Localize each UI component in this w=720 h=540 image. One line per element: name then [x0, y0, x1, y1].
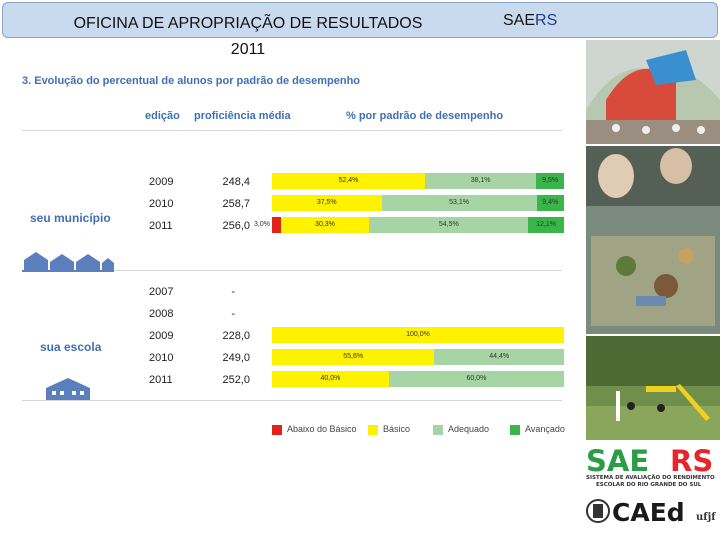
saers-logo: SAE RS SISTEMA DE AVALIAÇÃO DO RENDIMENT…	[586, 444, 720, 493]
proficiency-value: 258,7	[222, 198, 250, 210]
park-photo	[586, 336, 720, 440]
percent-bar: 100,0%	[272, 327, 564, 343]
percent-bar: 40,0% 60,0%	[272, 371, 564, 387]
year-label: 2010	[149, 352, 174, 364]
header-title-line1: OFICINA DE APROPRIAÇÃO DE RESULTADOS	[73, 15, 423, 32]
percent-bar: 37,5% 53,1% 9,4%	[272, 195, 564, 211]
column-proficiency: proficiência média	[194, 110, 291, 122]
saers-logo-prefix: SAE	[586, 444, 649, 478]
year-label: 2010	[149, 198, 174, 210]
proficiency-value: -	[231, 308, 235, 320]
bar-segment-avancado: 9,5%	[536, 173, 564, 189]
saers-logo-line1: SISTEMA DE AVALIAÇÃO DO RENDIMENTO	[586, 474, 715, 481]
header-brand: SAERS	[503, 11, 557, 31]
brand-prefix: SAE	[503, 12, 536, 29]
legend-label-abaixo: Abaixo do Básico	[287, 424, 357, 434]
group-label-escola: sua escola	[40, 340, 102, 354]
bar-segment-label: 60,0%	[466, 375, 487, 382]
bar-segment-avancado: 9,4%	[536, 195, 564, 211]
year-label: 2007	[149, 286, 174, 298]
bar-segment-adequado: 54,5%	[369, 217, 529, 233]
legend-label-avancado: Avançado	[525, 424, 565, 434]
legend-swatch-adequado	[433, 425, 443, 435]
proficiency-value: 252,0	[222, 374, 250, 386]
bar-segment-label: 30,3%	[315, 221, 335, 228]
bar-segment-label: 53,1%	[449, 199, 469, 206]
saers-logo-graphic: SAE RS SISTEMA DE AVALIAÇÃO DO RENDIMENT…	[586, 444, 720, 488]
bar-segment-label: 100,0%	[406, 331, 430, 338]
bar-segment-label: 12,1%	[536, 221, 556, 228]
proficiency-value: 249,0	[222, 352, 250, 364]
legend-swatch-basico	[368, 425, 378, 435]
year-label: 2011	[149, 374, 173, 386]
bar-segment-label: 44,4%	[489, 353, 510, 360]
header-banner: OFICINA DE APROPRIAÇÃO DE RESULTADOS 201…	[2, 2, 718, 58]
proficiency-value: 256,0	[222, 220, 250, 232]
bar-segment-adequado: 44,4%	[434, 349, 564, 365]
bar-segment-label: 38,1%	[470, 177, 491, 184]
bar-segment-basico: 40,0%	[272, 371, 389, 387]
bar-segment-avancado: 12,1%	[528, 217, 564, 233]
bar-segment-label: 52,4%	[338, 177, 359, 184]
legend-swatch-avancado	[510, 425, 520, 435]
town-houses-icon	[22, 252, 114, 272]
section-title: 3. Evolução do percentual de alunos por …	[22, 75, 361, 87]
year-label: 2008	[149, 308, 174, 320]
bar-segment-label: 3,0%	[254, 221, 270, 228]
brand-suffix: RS	[535, 12, 558, 29]
bar-segment-adequado: 53,1%	[381, 195, 537, 211]
bar-segment-label: 9,5%	[542, 177, 559, 184]
percent-bar: 52,4% 38,1% 9,5%	[272, 173, 564, 189]
proficiency-value: 248,4	[222, 176, 250, 188]
year-label: 2009	[149, 330, 174, 342]
divider	[22, 400, 562, 401]
percent-bar: 3,0% 30,3% 54,5% 12,1%	[254, 217, 564, 233]
divider	[22, 270, 562, 271]
bar-segment-abaixo: 3,0%	[254, 217, 281, 233]
bar-segment-label: 37,5%	[316, 199, 337, 206]
legend-label-basico: Básico	[383, 424, 411, 434]
ufjf-logo-text: ufjf	[696, 512, 716, 523]
header-title-line2: 2011	[230, 41, 266, 58]
header-title: OFICINA DE APROPRIAÇÃO DE RESULTADOS 201…	[3, 11, 493, 63]
bar-segment-adequado: 60,0%	[388, 371, 564, 387]
school-building-icon	[46, 378, 90, 400]
saers-logo-line2: ESCOLAR DO RIO GRANDE DO SUL	[596, 482, 702, 488]
year-label: 2011	[149, 220, 173, 232]
bar-segment-basico: 37,5%	[272, 195, 382, 211]
classroom-photo	[586, 146, 720, 334]
bar-segment-adequado: 38,1%	[425, 173, 537, 189]
bar-segment-label: 55,6%	[343, 353, 364, 360]
saers-logo-suffix: RS	[670, 444, 713, 478]
caed-logo-text: CAEd	[612, 498, 685, 527]
group-label-municipio: seu município	[30, 211, 111, 225]
bar-segment-label: 9,4%	[542, 199, 559, 206]
column-percent: % por padrão de desempenho	[346, 110, 504, 122]
year-label: 2009	[149, 176, 174, 188]
divider	[22, 130, 562, 131]
caed-logo: CAEd ufjf	[586, 496, 720, 535]
bar-segment-label: 40,0%	[320, 375, 341, 382]
proficiency-value: -	[231, 286, 235, 298]
legend-label-adequado: Adequado	[448, 424, 490, 434]
caed-logo-graphic: CAEd ufjf	[586, 498, 716, 527]
bar-segment-basico: 52,4%	[272, 173, 425, 189]
proficiency-value: 228,0	[222, 330, 250, 342]
column-edition: edição	[145, 110, 180, 122]
bar-segment-label: 54,5%	[438, 221, 459, 228]
legend-swatch-abaixo	[272, 425, 282, 435]
bar-segment-basico: 55,6%	[272, 349, 435, 365]
bar-segment-basico: 30,3%	[280, 217, 370, 233]
percent-bar: 55,6% 44,4%	[272, 349, 564, 365]
playground-photo	[586, 40, 720, 144]
bar-segment-basico: 100,0%	[272, 327, 564, 343]
